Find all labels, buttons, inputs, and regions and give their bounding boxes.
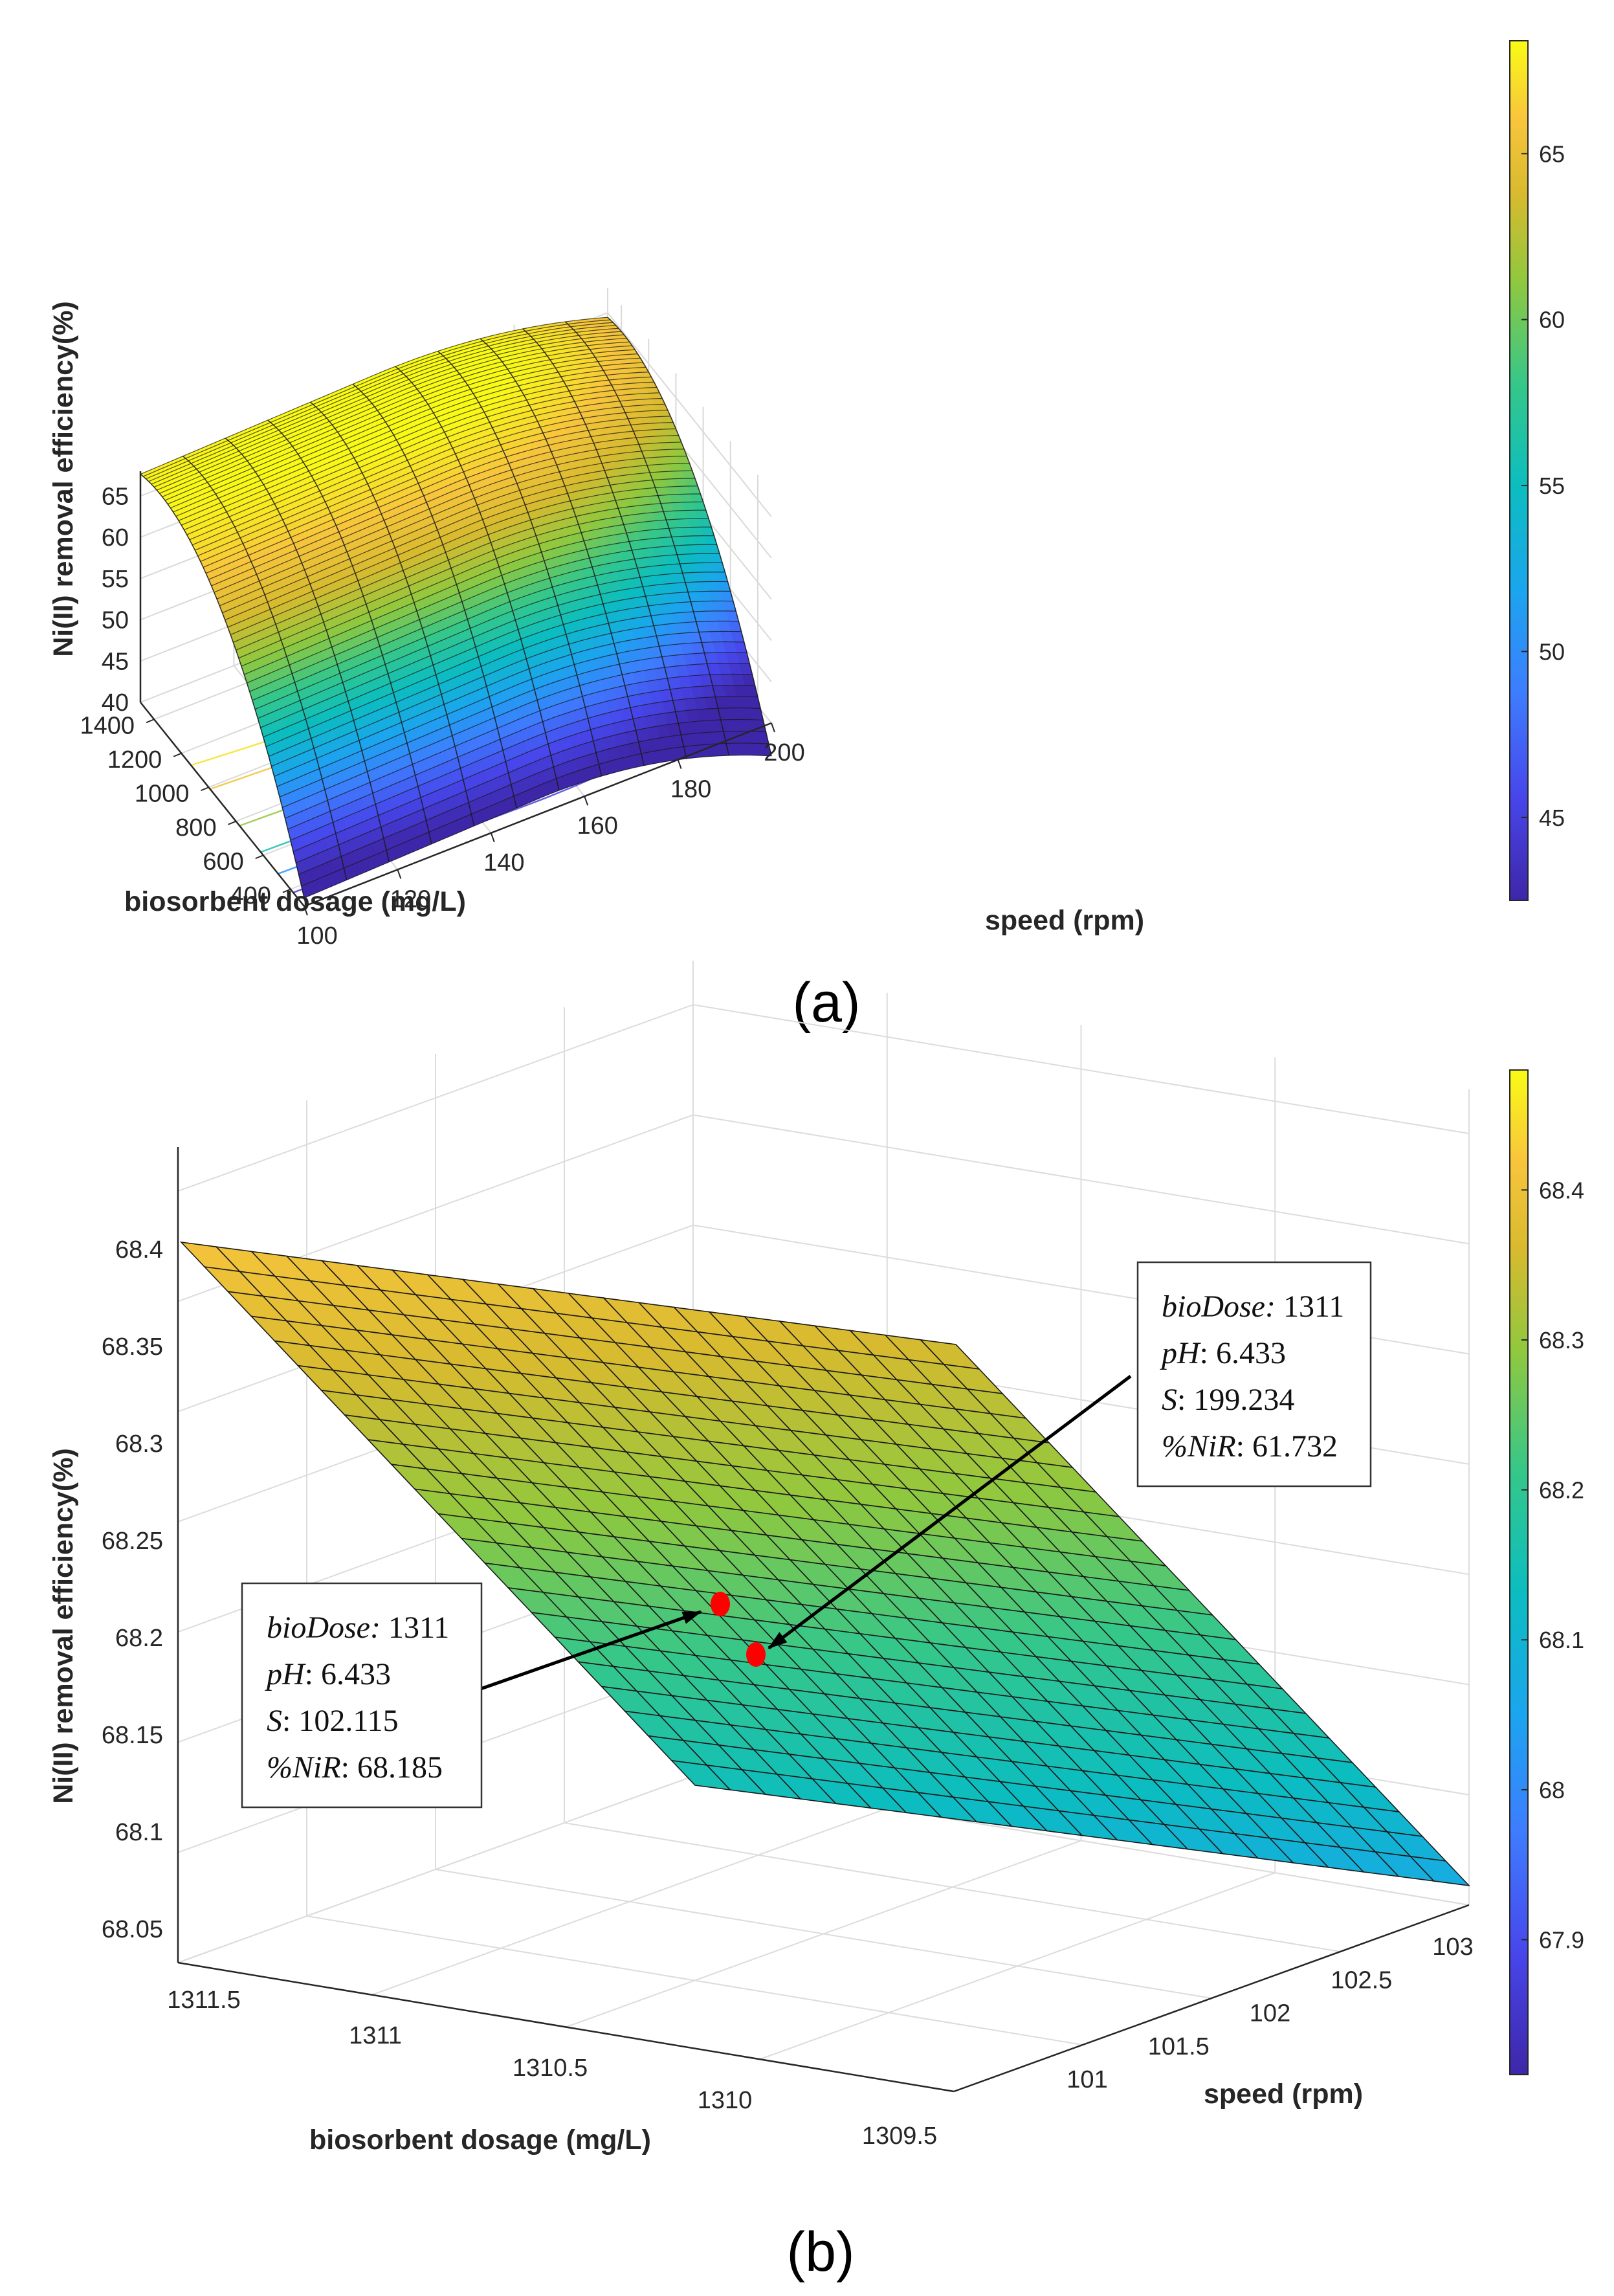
panel-a-ylabel: speed (rpm) xyxy=(985,905,1144,936)
annotation-1-line-1: bioDose: 1311 xyxy=(1162,1289,1344,1324)
panel-a-y-tick: 200 xyxy=(764,739,804,766)
panel-b-z-tick: 68.05 xyxy=(102,1916,163,1943)
panel-a-x-tick: 600 xyxy=(203,848,243,875)
panel-b-surface xyxy=(179,1241,1471,1887)
panel-b-label: (b) xyxy=(786,2221,854,2283)
panel-b-axes xyxy=(177,1147,1470,2093)
panel-a-colorbar-tick: 55 xyxy=(1539,473,1565,499)
data-point-2 xyxy=(711,1592,730,1616)
annotation-2-line-1: bioDose: 1311 xyxy=(267,1611,449,1645)
data-point-1 xyxy=(746,1642,766,1667)
panel-b-colorbar-tick: 68.4 xyxy=(1539,1177,1584,1203)
panel-b-z-tick: 68.3 xyxy=(115,1431,163,1458)
panel-b-colorbar-tick: 68.3 xyxy=(1539,1327,1584,1354)
panel-b-z-tick: 68.35 xyxy=(102,1333,163,1361)
panel-b-ylabel: speed (rpm) xyxy=(1204,2079,1363,2110)
panel-a-z-tick: 65 xyxy=(102,483,129,510)
annotation-box-1: bioDose: 1311 pH: 6.433 S: 199.234 %NiR:… xyxy=(1136,1261,1372,1488)
panel-b-y-tick: 101.5 xyxy=(1148,2033,1210,2060)
panel-a-x-tick: 400 xyxy=(230,882,271,909)
panel-a-z-tick: 50 xyxy=(102,607,129,634)
panel-a-colorbar-tick: 60 xyxy=(1539,307,1565,333)
annotation-1-line-4: %NiR: 61.732 xyxy=(1162,1429,1338,1464)
panel-b: 1309.5 1310 1310.5 1311 1311.5 101 101.5 102 102… xyxy=(48,961,1584,2283)
panel-a-y-tick: 140 xyxy=(483,849,524,876)
panel-b-colorbar-tick: 68.2 xyxy=(1539,1477,1584,1504)
panel-a-colorbar: 45 50 55 60 65 xyxy=(1509,40,1565,901)
panel-b-z-tick: 68.25 xyxy=(102,1528,163,1555)
annotation-2-line-4: %NiR: 68.185 xyxy=(267,1750,443,1785)
panel-b-y-tick: 102.5 xyxy=(1331,1967,1392,1994)
panel-a-x-tick: 1400 xyxy=(80,712,135,739)
panel-b-y-tick: 103 xyxy=(1432,1934,1473,1961)
panel-a-label: (a) xyxy=(792,972,860,1034)
panel-a-z-tick: 55 xyxy=(102,566,129,593)
panel-a-z-tick: 60 xyxy=(102,524,129,552)
panel-a-x-tick: 800 xyxy=(175,814,216,841)
annotation-arrow-2 xyxy=(478,1610,702,1691)
panel-a-y-tick: 180 xyxy=(670,776,711,803)
panel-a-y-tick: 120 xyxy=(390,886,431,913)
panel-b-z-tick: 68.1 xyxy=(115,1819,163,1846)
annotation-2-line-3: S: 102.115 xyxy=(267,1704,399,1738)
panel-b-colorbar-tick: 68 xyxy=(1539,1777,1565,1803)
panel-a-x-tick: 1200 xyxy=(107,746,162,774)
panel-a-zlabel: Ni(II) removal efficiency(%) xyxy=(48,301,79,657)
panel-b-tick-labels: 1309.5 1310 1310.5 1311 1311.5 101 101.5 102 102… xyxy=(102,1236,1474,2150)
panel-b-y-tick: 101 xyxy=(1067,2066,1107,2093)
panel-b-x-tick: 1311.5 xyxy=(167,1987,240,2014)
panel-a-z-tick: 45 xyxy=(102,648,129,675)
panel-a-x-tick: 1000 xyxy=(135,780,190,807)
panel-b-x-tick: 1310.5 xyxy=(513,2055,588,2082)
panel-b-colorbar: 67.9 68 68.1 68.2 68.3 68.4 xyxy=(1509,1069,1584,2075)
panel-a: 400 600 800 1000 1200 1400 100 120 140 160 180 200 4… xyxy=(48,40,1565,1034)
panel-b-colorbar-tick: 67.9 xyxy=(1539,1927,1584,1954)
annotation-arrow-1 xyxy=(768,1375,1132,1649)
panel-a-tick-labels: 400 600 800 1000 1200 1400 100 120 140 160 180 200 4… xyxy=(80,483,805,950)
panel-a-y-tick: 100 xyxy=(296,922,337,950)
panel-b-y-tick: 102 xyxy=(1250,2000,1290,2027)
panel-b-x-tick: 1311 xyxy=(349,2022,402,2049)
panel-a-axes xyxy=(139,471,772,908)
panel-a-surface xyxy=(140,317,772,898)
panel-b-x-tick: 1309.5 xyxy=(862,2123,937,2150)
panel-a-xlabel: biosorbent dosage (mg/L) xyxy=(124,886,466,917)
panel-b-colorbar-tick: 68.1 xyxy=(1539,1627,1584,1653)
panel-b-xlabel: biosorbent dosage (mg/L) xyxy=(309,2124,651,2156)
panel-a-colorbar-tick: 45 xyxy=(1539,805,1565,831)
panel-a-colorbar-tick: 50 xyxy=(1539,638,1565,665)
panel-b-z-tick: 68.4 xyxy=(115,1236,163,1264)
panel-a-y-tick: 160 xyxy=(577,812,617,840)
panel-b-z-tick: 68.15 xyxy=(102,1722,163,1749)
panel-b-z-tick: 68.2 xyxy=(115,1625,163,1652)
panel-b-x-tick: 1310 xyxy=(698,2087,753,2114)
annotation-box-2: bioDose: 1311 pH: 6.433 S: 102.115 %NiR:… xyxy=(241,1582,483,1809)
panel-a-z-tick: 40 xyxy=(102,689,129,717)
annotation-1-line-3: S: 199.234 xyxy=(1162,1383,1294,1417)
annotation-2-line-2: pH: 6.433 xyxy=(265,1657,391,1691)
panel-a-colorbar-tick: 65 xyxy=(1539,140,1565,167)
panel-b-zlabel: Ni(II) removal efficiency(%) xyxy=(48,1448,79,1804)
annotation-1-line-2: pH: 6.433 xyxy=(1160,1336,1286,1370)
